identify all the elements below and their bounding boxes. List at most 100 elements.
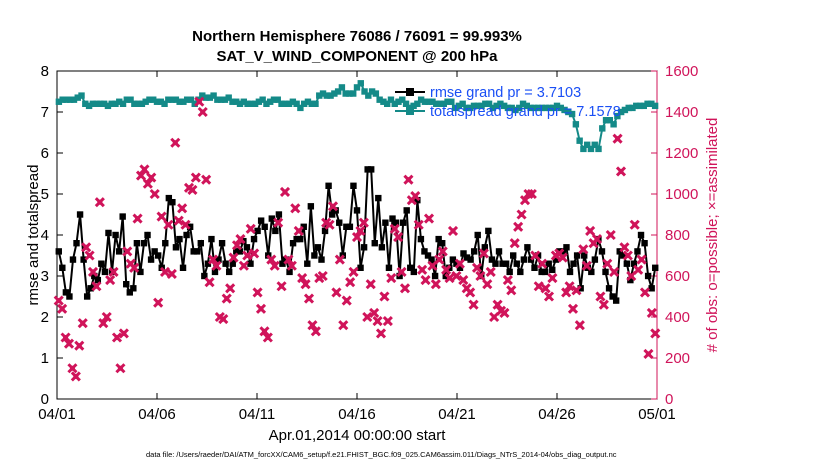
rmse-point bbox=[254, 227, 261, 235]
y-left-tick-label: 7 bbox=[41, 104, 49, 121]
spread-point bbox=[629, 104, 636, 112]
obs-marker bbox=[310, 326, 321, 337]
rmse-point bbox=[275, 211, 283, 218]
spread-point bbox=[270, 96, 278, 103]
legend-label-rmse: rmse grand pr = 3.7103 bbox=[430, 85, 581, 101]
rmse-point bbox=[623, 260, 631, 267]
rmse-point bbox=[510, 252, 517, 259]
rmse-point bbox=[588, 268, 595, 276]
y-axis-label-left: rmse and totalspread bbox=[25, 165, 42, 306]
obs-marker bbox=[266, 254, 277, 265]
obs-marker bbox=[63, 338, 75, 349]
obs-marker bbox=[437, 246, 448, 257]
spread-point bbox=[217, 96, 225, 103]
spread-point bbox=[338, 84, 346, 91]
rmse-point bbox=[243, 244, 251, 251]
legend-marker-spread bbox=[406, 107, 414, 115]
obs-marker bbox=[413, 219, 424, 230]
rmse-point bbox=[417, 235, 425, 243]
obs-marker bbox=[163, 219, 174, 230]
spread-point bbox=[100, 100, 108, 107]
rmse-point bbox=[634, 248, 641, 255]
rmse-point bbox=[389, 215, 396, 222]
obs-marker bbox=[111, 332, 123, 343]
spread-point bbox=[282, 100, 289, 107]
rmse-point bbox=[296, 235, 304, 243]
rmse-point bbox=[421, 248, 428, 255]
rmse-point bbox=[247, 260, 254, 267]
y-left-tick-label: 0 bbox=[41, 391, 49, 408]
spread-point bbox=[308, 100, 315, 107]
obs-marker bbox=[228, 252, 239, 263]
spread-point bbox=[644, 100, 651, 107]
rmse-point bbox=[463, 254, 471, 261]
spread-point bbox=[436, 100, 444, 107]
spread-point bbox=[625, 104, 632, 112]
obs-marker bbox=[122, 246, 133, 257]
spread-point bbox=[602, 117, 610, 124]
obs-marker bbox=[471, 262, 483, 273]
rmse-point bbox=[549, 266, 556, 274]
obs-marker bbox=[77, 318, 88, 329]
rmse-point bbox=[83, 293, 91, 300]
rmse-point bbox=[541, 268, 549, 276]
obs-marker bbox=[173, 215, 184, 226]
rmse-point bbox=[627, 276, 634, 284]
obs-marker bbox=[252, 287, 263, 298]
rmse-point bbox=[66, 293, 73, 300]
y-left-tick-label: 3 bbox=[41, 268, 49, 285]
rmse-point bbox=[538, 268, 545, 276]
spread-point bbox=[648, 100, 655, 107]
rmse-point bbox=[105, 229, 112, 237]
spread-point bbox=[59, 96, 66, 103]
rmse-point bbox=[449, 256, 457, 263]
obs-marker bbox=[293, 225, 304, 236]
obs-marker bbox=[540, 283, 551, 294]
rmse-point bbox=[652, 264, 659, 271]
spread-point bbox=[319, 90, 327, 97]
obs-marker bbox=[286, 260, 297, 271]
obs-marker bbox=[369, 307, 380, 318]
obs-marker bbox=[57, 303, 68, 314]
rmse-point bbox=[318, 256, 325, 263]
rmse-point bbox=[581, 252, 588, 259]
rmse-point bbox=[151, 248, 158, 255]
spread-point bbox=[459, 100, 466, 107]
obs-marker bbox=[177, 203, 188, 214]
obs-marker bbox=[633, 264, 644, 275]
obs-marker bbox=[327, 201, 339, 212]
legend-marker-rmse bbox=[406, 88, 414, 96]
y-right-tick-label: 600 bbox=[665, 268, 690, 285]
obs-marker bbox=[615, 166, 627, 177]
rmse-point bbox=[204, 260, 212, 267]
spread-point bbox=[225, 94, 232, 101]
rmse-point bbox=[311, 252, 318, 259]
rmse-point bbox=[368, 166, 375, 173]
spread-point bbox=[327, 92, 334, 99]
rmse-point bbox=[172, 244, 180, 251]
spread-point bbox=[376, 96, 383, 103]
obs-marker bbox=[639, 287, 651, 298]
spread-point bbox=[176, 98, 183, 105]
obs-marker bbox=[482, 279, 493, 290]
spread-point bbox=[274, 96, 281, 103]
spread-point bbox=[421, 98, 429, 105]
spread-point bbox=[210, 92, 217, 99]
obs-marker bbox=[269, 260, 280, 271]
spread-point bbox=[550, 104, 557, 112]
spread-point bbox=[146, 96, 153, 103]
rmse-point bbox=[154, 252, 162, 259]
obs-marker bbox=[646, 307, 657, 318]
spread-point bbox=[546, 104, 553, 112]
x-tick-label: 05/01 bbox=[638, 406, 676, 423]
obs-marker bbox=[403, 174, 414, 185]
y-right-tick-label: 200 bbox=[665, 350, 690, 367]
obs-marker bbox=[516, 209, 527, 220]
obs-marker bbox=[245, 223, 256, 234]
obs-marker bbox=[454, 258, 465, 269]
spread-point bbox=[263, 100, 270, 107]
obs-marker bbox=[139, 164, 150, 175]
obs-marker bbox=[622, 250, 633, 261]
spread-point bbox=[402, 100, 410, 107]
rmse-point bbox=[470, 248, 478, 255]
